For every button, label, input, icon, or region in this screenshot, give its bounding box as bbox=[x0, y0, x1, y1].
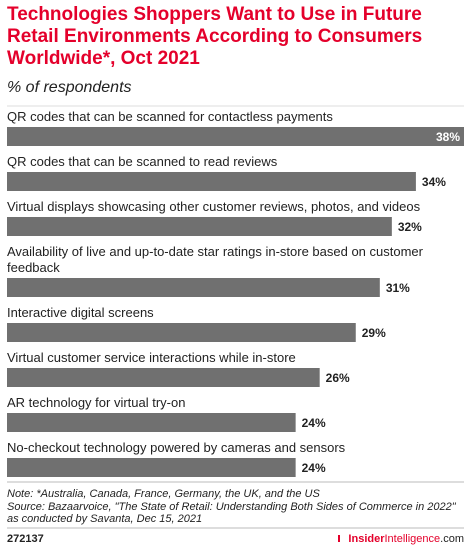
brand-name-suffix: .com bbox=[440, 533, 464, 545]
chart-title: Technologies Shoppers Want to Use in Fut… bbox=[7, 4, 423, 69]
brand-logo: InsiderIntelligence.com bbox=[338, 533, 464, 545]
value-label: 24% bbox=[302, 461, 326, 475]
bar bbox=[7, 413, 296, 432]
brand-name-part-1: Insider bbox=[348, 533, 385, 545]
value-label: 29% bbox=[362, 326, 386, 340]
category-label: QR codes that can be scanned to read rev… bbox=[7, 154, 278, 169]
value-label: 31% bbox=[386, 281, 410, 295]
chart-code: 272137 bbox=[7, 533, 44, 545]
category-label: Virtual displays showcasing other custom… bbox=[7, 199, 421, 214]
category-label: Availability of live and up-to-date star… bbox=[7, 244, 424, 259]
value-label: 26% bbox=[326, 371, 350, 385]
category-label: AR technology for virtual try-on bbox=[7, 395, 185, 410]
value-label: 32% bbox=[398, 220, 422, 234]
bar bbox=[7, 217, 392, 236]
bar bbox=[7, 368, 320, 387]
bar bbox=[7, 278, 380, 297]
chart-subtitle: % of respondents bbox=[7, 79, 132, 96]
brand-name-part-2: Intelligence bbox=[384, 533, 441, 545]
note-text: Note: *Australia, Canada, France, German… bbox=[7, 488, 320, 500]
category-label: No-checkout technology powered by camera… bbox=[7, 440, 346, 455]
bar bbox=[7, 323, 356, 342]
category-label: feedback bbox=[7, 260, 60, 275]
footnote: Note: *Australia, Canada, France, German… bbox=[7, 488, 465, 526]
value-label: 34% bbox=[422, 175, 446, 189]
category-label: Virtual customer service interactions wh… bbox=[7, 350, 296, 365]
source-text-line-2: as conducted by Savanta, Dec 15, 2021 bbox=[7, 513, 203, 525]
value-label: 24% bbox=[302, 416, 326, 430]
category-label: QR codes that can be scanned for contact… bbox=[7, 109, 333, 124]
brand-mark-icon bbox=[338, 535, 345, 542]
source-text-line-1: Source: Bazaarvoice, "The State of Retai… bbox=[7, 500, 456, 513]
bar bbox=[7, 127, 464, 146]
category-label: Interactive digital screens bbox=[7, 305, 154, 320]
value-label: 38% bbox=[436, 130, 460, 144]
bar bbox=[7, 458, 296, 477]
bar bbox=[7, 172, 416, 191]
